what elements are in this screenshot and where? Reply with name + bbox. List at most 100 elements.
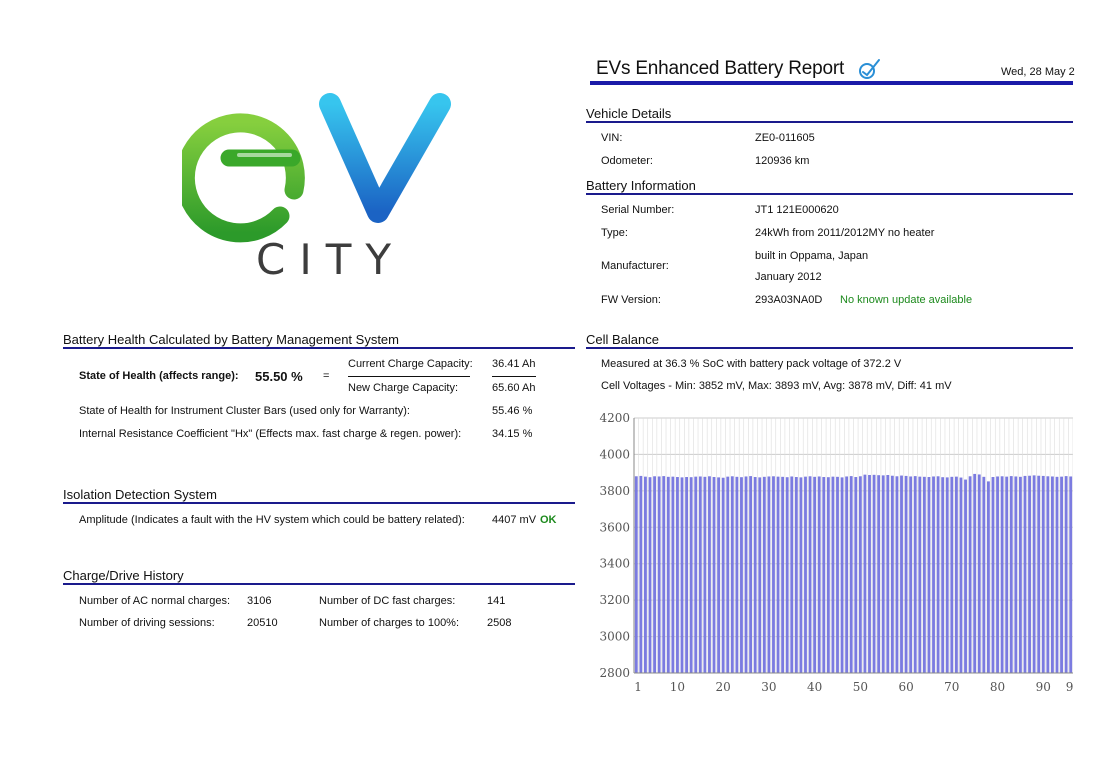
cell-bar (1046, 476, 1050, 673)
cell-bar (767, 476, 771, 673)
cluster-bars-label: State of Health for Instrument Cluster B… (79, 405, 410, 417)
driving-sessions-value: 20510 (247, 617, 278, 629)
logo-city-text: CITY (256, 235, 405, 284)
x-tick-label: 90 (1036, 680, 1051, 694)
cell-bar (730, 476, 734, 673)
type-value: 24kWh from 2011/2012MY no heater (755, 227, 935, 239)
cell-bar (886, 475, 890, 673)
cell-bar (671, 476, 675, 673)
dc-charges-value: 141 (487, 595, 506, 607)
cell-bar (890, 475, 894, 673)
cell-bar (1060, 476, 1063, 673)
y-tick-label: 3600 (599, 520, 630, 534)
cell-bar (698, 476, 702, 673)
cell-bar (662, 476, 666, 673)
vin-value: ZE0-011605 (755, 132, 815, 144)
cell-bar (900, 475, 903, 673)
manufacturer-label: Manufacturer: (601, 260, 669, 272)
cell-bar (982, 476, 986, 673)
cell-bar (1051, 476, 1054, 673)
y-tick-label: 3800 (599, 484, 630, 498)
fraction-line-value (492, 376, 536, 377)
cell-bar (717, 477, 721, 673)
y-tick-label: 4000 (599, 447, 630, 461)
cell-bar (762, 476, 766, 673)
cell-bar (1000, 476, 1004, 673)
cell-bar (964, 479, 967, 673)
soh-equals: = (323, 370, 330, 382)
cell-bar (858, 476, 862, 673)
type-label: Type: (601, 227, 628, 239)
odometer-value: 120936 km (755, 155, 810, 167)
serial-label: Serial Number: (601, 204, 675, 216)
cell-bar (877, 475, 881, 673)
x-tick-label: 60 (898, 680, 913, 694)
driving-sessions-label: Number of driving sessions: (79, 617, 215, 629)
x-tick-label: 80 (990, 680, 1005, 694)
x-tick-label: 96 (1066, 680, 1073, 694)
measured-text: Measured at 36.3 % SoC with battery pack… (601, 358, 902, 370)
y-tick-label: 3200 (599, 593, 630, 607)
cell-bar (932, 476, 935, 673)
fw-status: No known update available (840, 294, 973, 306)
cell-bar (973, 473, 977, 673)
battery-health-rule (63, 347, 575, 349)
history-title: Charge/Drive History (63, 568, 184, 583)
history-rule (63, 583, 575, 585)
cell-bar (708, 476, 711, 673)
x-tick-label: 10 (670, 680, 685, 694)
x-tick-label: 30 (761, 680, 776, 694)
full-charges-label: Number of charges to 100%: (319, 617, 460, 629)
cell-bar (735, 476, 739, 673)
ev-city-logo: CITY (182, 93, 451, 284)
header-rule (590, 81, 1073, 85)
cell-bar (794, 477, 798, 673)
x-tick-label: 20 (716, 680, 731, 694)
cell-bar (986, 481, 990, 673)
cell-bar (822, 477, 826, 673)
cell-bar (922, 476, 926, 673)
cell-bar (1041, 475, 1045, 673)
cell-bar (836, 476, 839, 673)
cell-bar (657, 476, 661, 673)
cell-bar (950, 476, 954, 673)
cell-bar (968, 476, 972, 673)
battery-info-title: Battery Information (586, 178, 696, 193)
vin-label: VIN: (601, 132, 623, 144)
cell-bar (639, 475, 643, 673)
cell-bar (785, 477, 789, 673)
cell-bar (826, 477, 830, 673)
cell-bar (1028, 475, 1031, 673)
cell-bar (781, 476, 785, 673)
cell-bar (666, 476, 670, 673)
cell-bar (854, 477, 858, 673)
fw-label: FW Version: (601, 294, 661, 306)
y-tick-label: 3400 (599, 557, 630, 571)
amplitude-value: 4407 mV (492, 514, 537, 526)
cell-voltage-chart: 2800 3000 3200 3400 3600 3800 4000 4200 1 10 20 30… (599, 411, 1073, 694)
cell-voltages-text: Cell Voltages - Min: 3852 mV, Max: 3893 … (601, 380, 952, 392)
cell-bar (996, 476, 999, 673)
cell-bar (904, 475, 908, 673)
cell-bar (863, 474, 867, 673)
cell-bar (799, 477, 803, 673)
new-capacity-label: New Charge Capacity: (348, 382, 459, 394)
cell-bar (945, 477, 949, 673)
cell-bar (840, 477, 844, 673)
soh-value: 55.50 % (255, 369, 303, 384)
report-date: Wed, 28 May 2 (1001, 66, 1075, 78)
cell-bar (845, 476, 849, 673)
battery-info-rule (586, 193, 1073, 195)
manufacturer-date: January 2012 (755, 271, 822, 283)
battery-health-title: Battery Health Calculated by Battery Man… (63, 332, 399, 347)
cell-bar (694, 476, 698, 673)
cell-bar (918, 476, 922, 673)
ac-charges-label: Number of AC normal charges: (79, 595, 231, 607)
cell-bar (804, 476, 807, 673)
cell-bar (881, 475, 885, 673)
cell-bar (1018, 476, 1022, 673)
isolation-rule (63, 502, 575, 504)
full-charges-value: 2508 (487, 617, 512, 629)
cell-bar (644, 476, 647, 673)
cell-bar (959, 477, 963, 673)
